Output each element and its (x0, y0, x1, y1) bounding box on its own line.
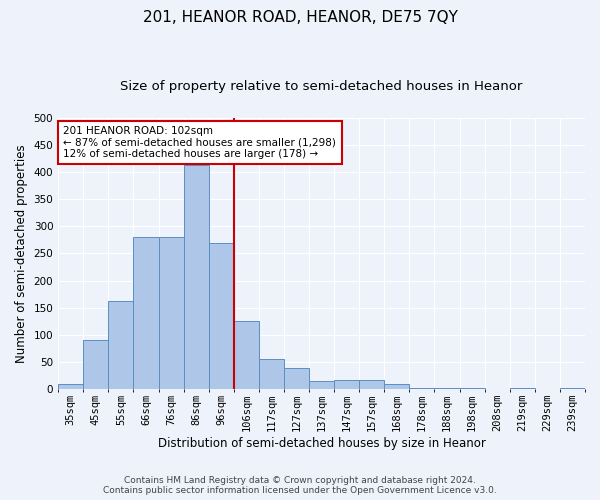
Bar (460, 388, 485, 389)
Bar (284, 368, 309, 389)
Bar (434, 388, 460, 389)
Bar (234, 322, 259, 389)
Bar (58, 384, 83, 389)
Text: 201, HEANOR ROAD, HEANOR, DE75 7QY: 201, HEANOR ROAD, HEANOR, DE75 7QY (143, 10, 457, 25)
Text: 201 HEANOR ROAD: 102sqm
← 87% of semi-detached houses are smaller (1,298)
12% of: 201 HEANOR ROAD: 102sqm ← 87% of semi-de… (64, 126, 337, 159)
Bar (184, 165, 209, 389)
Bar (334, 380, 359, 389)
Bar (409, 388, 434, 389)
Bar (309, 381, 334, 389)
Text: Contains HM Land Registry data © Crown copyright and database right 2024.
Contai: Contains HM Land Registry data © Crown c… (103, 476, 497, 495)
Title: Size of property relative to semi-detached houses in Heanor: Size of property relative to semi-detach… (121, 80, 523, 93)
Y-axis label: Number of semi-detached properties: Number of semi-detached properties (15, 144, 28, 362)
Bar (158, 237, 184, 389)
Bar (385, 384, 409, 389)
Bar (133, 237, 158, 389)
Bar (209, 242, 234, 389)
Bar (560, 388, 585, 389)
Bar (109, 300, 133, 389)
Bar (83, 340, 109, 389)
Bar (259, 359, 284, 389)
Bar (359, 380, 385, 389)
Bar (510, 388, 535, 389)
X-axis label: Distribution of semi-detached houses by size in Heanor: Distribution of semi-detached houses by … (158, 437, 485, 450)
